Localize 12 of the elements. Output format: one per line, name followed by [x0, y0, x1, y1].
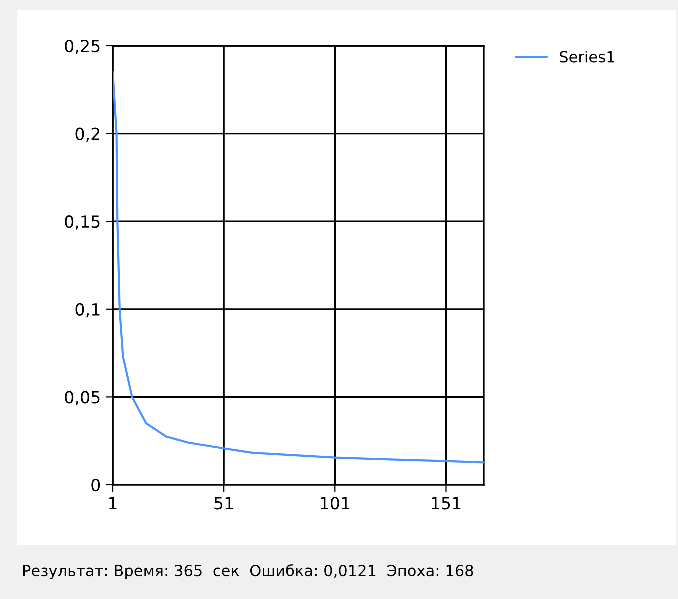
- y-tick-label: 0,2: [76, 128, 100, 142]
- y-tick-label: 0,05: [65, 391, 100, 406]
- text: Результат: Время: 365 сек Ошибка: 0,0121 Эпоха: 168: [24, 564, 474, 580]
- y-tick-label: 0,25: [65, 40, 100, 54]
- legend-label: Series1: [560, 50, 614, 63]
- y-tick-label: 0,1: [76, 303, 100, 318]
- x-tick-label: 51: [214, 497, 234, 510]
- y-tick-label: 0,15: [65, 216, 100, 230]
- y-tick-label: 0: [92, 478, 100, 492]
- x-tick-label: 151: [432, 497, 461, 510]
- x-tick-label: 101: [321, 497, 350, 510]
- x-tick-label: 1: [110, 497, 117, 510]
